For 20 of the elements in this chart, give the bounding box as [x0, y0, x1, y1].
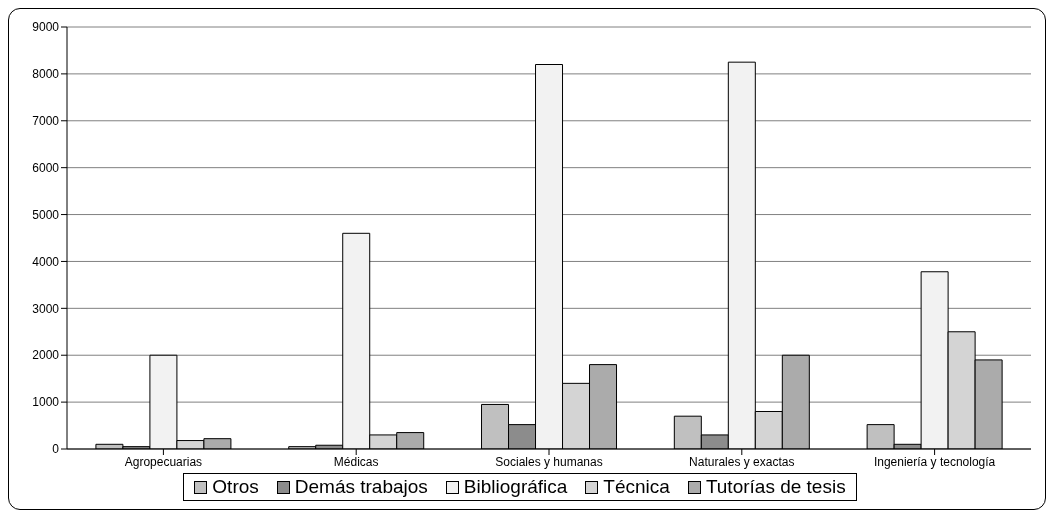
- y-tick-label: 2000: [32, 348, 60, 363]
- y-tick-label: 7000: [32, 114, 60, 129]
- y-tick-label: 6000: [32, 160, 60, 175]
- x-tick-label: Ingeniería y tecnología: [873, 454, 996, 469]
- x-tick-label: Naturales y exactas: [689, 454, 795, 469]
- y-tick-label: 8000: [32, 67, 60, 82]
- x-tick-label: Agropecuarias: [124, 454, 203, 469]
- y-tick-label: 9000: [32, 20, 60, 35]
- legend-label: Tutorías de tesis: [705, 476, 846, 498]
- y-tick-label: 5000: [32, 207, 60, 222]
- legend-label: Demás trabajos: [294, 476, 428, 498]
- y-tick-label: 1000: [32, 395, 60, 410]
- legend-label: Técnica: [603, 476, 670, 498]
- legend-label: Bibliográfica: [463, 476, 568, 498]
- legend-label: Otros: [212, 476, 259, 498]
- x-tick-label: Médicas: [333, 454, 379, 469]
- y-tick-label: 0: [52, 442, 60, 457]
- x-tick-label: Sociales y humanas: [495, 454, 603, 469]
- y-tick-label: 4000: [32, 254, 60, 269]
- y-tick-label: 3000: [32, 301, 60, 316]
